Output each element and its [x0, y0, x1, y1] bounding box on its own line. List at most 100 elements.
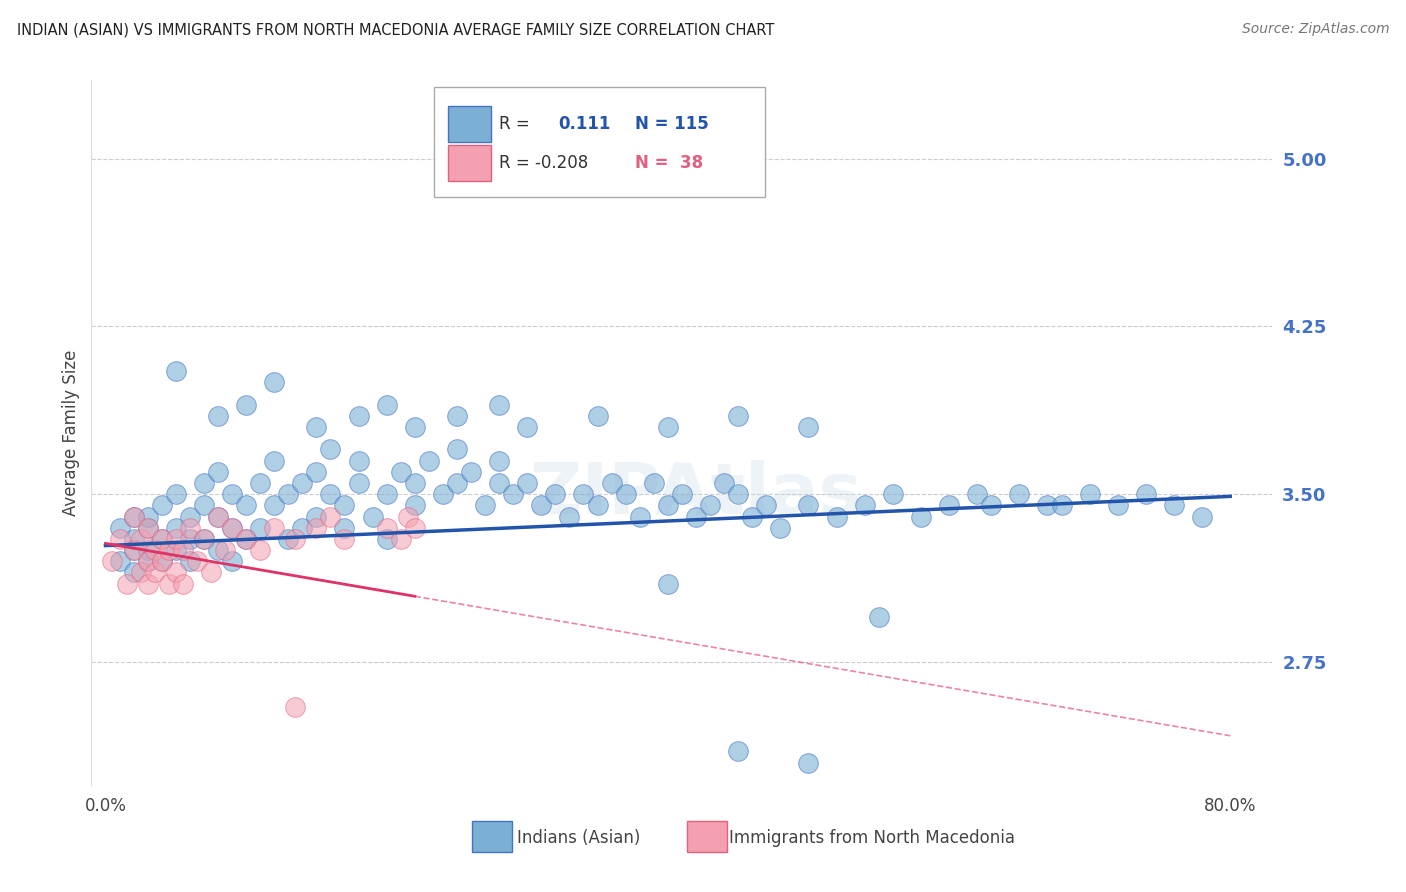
- Point: [404, 475, 426, 490]
- Point: [769, 521, 792, 535]
- Point: [284, 532, 307, 546]
- Point: [347, 409, 370, 423]
- Point: [115, 576, 138, 591]
- Point: [488, 453, 510, 467]
- Point: [136, 554, 159, 568]
- Point: [1191, 509, 1213, 524]
- Point: [671, 487, 693, 501]
- Point: [488, 398, 510, 412]
- Point: [165, 566, 187, 580]
- Point: [396, 509, 419, 524]
- Point: [207, 509, 229, 524]
- Point: [460, 465, 482, 479]
- Point: [516, 475, 538, 490]
- Point: [249, 543, 271, 558]
- Text: N =  38: N = 38: [634, 154, 703, 172]
- Point: [333, 532, 356, 546]
- Point: [165, 543, 187, 558]
- Point: [1135, 487, 1157, 501]
- Point: [186, 554, 208, 568]
- Point: [657, 576, 679, 591]
- Point: [277, 532, 299, 546]
- Point: [586, 499, 609, 513]
- Point: [685, 509, 707, 524]
- Point: [122, 566, 145, 580]
- Text: R =: R =: [499, 115, 530, 133]
- Point: [446, 475, 468, 490]
- Point: [319, 509, 342, 524]
- Point: [263, 521, 285, 535]
- Point: [868, 610, 890, 624]
- Point: [101, 554, 124, 568]
- Point: [165, 521, 187, 535]
- Point: [235, 398, 257, 412]
- Point: [614, 487, 637, 501]
- Point: [179, 509, 201, 524]
- Point: [249, 475, 271, 490]
- Point: [446, 409, 468, 423]
- Point: [404, 521, 426, 535]
- Point: [333, 521, 356, 535]
- Point: [235, 532, 257, 546]
- Point: [207, 509, 229, 524]
- Point: [305, 420, 328, 434]
- Point: [165, 532, 187, 546]
- Point: [375, 487, 398, 501]
- Point: [172, 543, 194, 558]
- Point: [263, 499, 285, 513]
- Point: [347, 475, 370, 490]
- Point: [172, 576, 194, 591]
- Point: [193, 475, 215, 490]
- Point: [432, 487, 454, 501]
- Point: [249, 521, 271, 535]
- FancyBboxPatch shape: [449, 106, 491, 143]
- Point: [200, 566, 222, 580]
- Point: [122, 543, 145, 558]
- Point: [474, 499, 496, 513]
- Point: [136, 521, 159, 535]
- Point: [727, 409, 749, 423]
- Point: [207, 465, 229, 479]
- Point: [305, 465, 328, 479]
- Point: [221, 487, 243, 501]
- Point: [122, 543, 145, 558]
- Point: [263, 376, 285, 390]
- Point: [530, 499, 553, 513]
- Point: [586, 409, 609, 423]
- FancyBboxPatch shape: [449, 145, 491, 181]
- Point: [713, 475, 735, 490]
- Point: [193, 499, 215, 513]
- Point: [214, 543, 236, 558]
- Point: [516, 420, 538, 434]
- Point: [122, 532, 145, 546]
- Point: [277, 487, 299, 501]
- Point: [375, 521, 398, 535]
- Text: ZIPAtlas: ZIPAtlas: [530, 459, 862, 529]
- Point: [980, 499, 1002, 513]
- Point: [165, 364, 187, 378]
- FancyBboxPatch shape: [434, 87, 765, 196]
- Point: [157, 576, 180, 591]
- Point: [853, 499, 876, 513]
- Point: [108, 554, 131, 568]
- Point: [305, 509, 328, 524]
- Point: [643, 475, 665, 490]
- Point: [404, 499, 426, 513]
- Point: [404, 420, 426, 434]
- Point: [657, 420, 679, 434]
- Point: [221, 521, 243, 535]
- Point: [263, 453, 285, 467]
- Point: [150, 499, 173, 513]
- Point: [699, 499, 721, 513]
- Point: [1078, 487, 1101, 501]
- Point: [136, 521, 159, 535]
- Point: [108, 521, 131, 535]
- Point: [305, 521, 328, 535]
- Point: [797, 756, 820, 770]
- Point: [319, 487, 342, 501]
- Point: [966, 487, 988, 501]
- Text: Source: ZipAtlas.com: Source: ZipAtlas.com: [1241, 22, 1389, 37]
- Point: [207, 409, 229, 423]
- Point: [122, 509, 145, 524]
- Point: [544, 487, 567, 501]
